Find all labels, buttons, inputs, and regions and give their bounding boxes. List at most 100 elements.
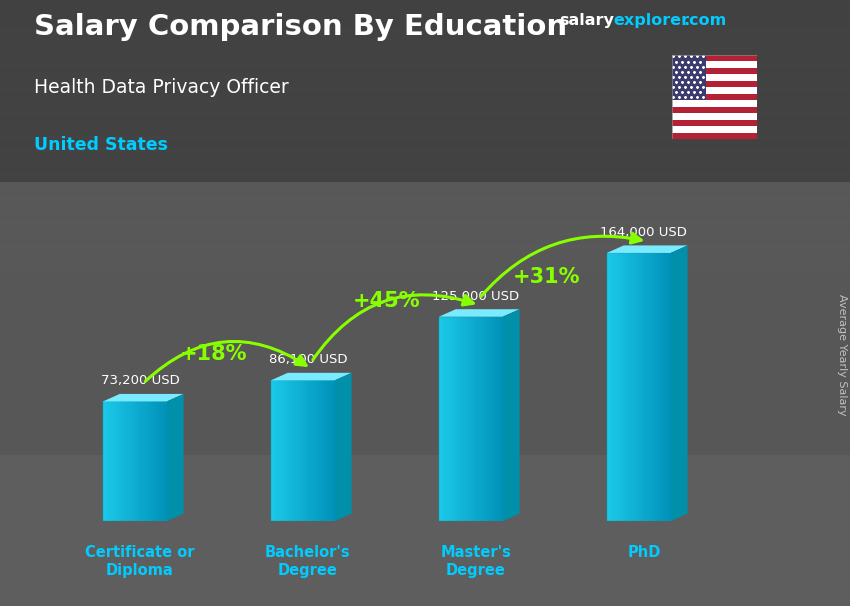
Polygon shape (609, 253, 611, 521)
Polygon shape (145, 401, 148, 521)
Polygon shape (441, 317, 443, 521)
Polygon shape (158, 401, 161, 521)
Polygon shape (669, 253, 671, 521)
Polygon shape (445, 317, 447, 521)
Polygon shape (490, 317, 492, 521)
Polygon shape (462, 317, 464, 521)
Polygon shape (301, 381, 303, 521)
Polygon shape (284, 381, 286, 521)
Bar (0, 258, 850, 273)
Polygon shape (320, 381, 322, 521)
Polygon shape (307, 381, 309, 521)
Polygon shape (620, 253, 622, 521)
Polygon shape (273, 381, 275, 521)
Polygon shape (626, 253, 628, 521)
Polygon shape (309, 381, 311, 521)
Text: +18%: +18% (180, 344, 247, 364)
Polygon shape (331, 381, 332, 521)
Polygon shape (662, 253, 665, 521)
Polygon shape (656, 253, 658, 521)
Polygon shape (471, 317, 473, 521)
Polygon shape (643, 253, 645, 521)
Polygon shape (328, 381, 331, 521)
Polygon shape (332, 381, 335, 521)
Polygon shape (131, 401, 133, 521)
Polygon shape (103, 401, 105, 521)
Polygon shape (127, 401, 128, 521)
Polygon shape (666, 253, 669, 521)
Text: +45%: +45% (353, 291, 421, 311)
Polygon shape (124, 401, 127, 521)
Polygon shape (502, 309, 519, 521)
Polygon shape (622, 253, 624, 521)
Text: Bachelor's
Degree: Bachelor's Degree (265, 545, 351, 578)
Polygon shape (311, 381, 314, 521)
Polygon shape (468, 317, 471, 521)
Text: 73,200 USD: 73,200 USD (100, 375, 179, 387)
Polygon shape (628, 253, 631, 521)
Polygon shape (671, 245, 688, 521)
Polygon shape (156, 401, 158, 521)
Polygon shape (607, 245, 688, 253)
Polygon shape (447, 317, 450, 521)
Bar (0, 148, 850, 164)
Polygon shape (120, 401, 122, 521)
Polygon shape (150, 401, 152, 521)
Polygon shape (648, 253, 649, 521)
Polygon shape (103, 394, 184, 401)
Bar (0, 52, 850, 67)
Bar (0, 173, 850, 188)
Polygon shape (454, 317, 456, 521)
Bar (0, 161, 850, 176)
Polygon shape (114, 401, 116, 521)
Polygon shape (450, 317, 451, 521)
Text: salary: salary (559, 13, 615, 28)
Bar (672, 107, 756, 113)
Polygon shape (631, 253, 632, 521)
Text: Average Yearly Salary: Average Yearly Salary (837, 294, 847, 415)
Polygon shape (275, 381, 277, 521)
Polygon shape (641, 253, 643, 521)
Polygon shape (290, 381, 292, 521)
Polygon shape (615, 253, 618, 521)
Bar (672, 55, 756, 61)
Polygon shape (167, 394, 184, 521)
Text: 125,000 USD: 125,000 USD (433, 290, 519, 302)
Polygon shape (128, 401, 131, 521)
Bar (672, 87, 756, 94)
Polygon shape (122, 401, 124, 521)
Polygon shape (111, 401, 114, 521)
Polygon shape (271, 381, 273, 521)
Text: Salary Comparison By Education: Salary Comparison By Education (34, 13, 567, 41)
Bar (0, 136, 850, 152)
Bar (0, 233, 850, 248)
Bar (0, 76, 850, 91)
Polygon shape (618, 253, 620, 521)
Polygon shape (148, 401, 150, 521)
Bar (672, 100, 756, 107)
Polygon shape (288, 381, 290, 521)
Polygon shape (658, 253, 660, 521)
Polygon shape (460, 317, 462, 521)
Text: 164,000 USD: 164,000 USD (600, 225, 688, 239)
Polygon shape (161, 401, 162, 521)
Text: Certificate or
Diploma: Certificate or Diploma (85, 545, 195, 578)
Polygon shape (303, 381, 305, 521)
Polygon shape (277, 381, 280, 521)
Polygon shape (645, 253, 648, 521)
Polygon shape (649, 253, 652, 521)
Polygon shape (475, 317, 477, 521)
Polygon shape (479, 317, 481, 521)
Polygon shape (137, 401, 139, 521)
Bar (0, 100, 850, 115)
Polygon shape (624, 253, 626, 521)
Bar (0, 209, 850, 224)
Bar (672, 68, 756, 74)
Polygon shape (614, 253, 615, 521)
Polygon shape (135, 401, 137, 521)
Bar (672, 81, 756, 87)
Polygon shape (280, 381, 281, 521)
Text: PhD: PhD (627, 545, 660, 561)
Polygon shape (481, 317, 484, 521)
Polygon shape (165, 401, 167, 521)
